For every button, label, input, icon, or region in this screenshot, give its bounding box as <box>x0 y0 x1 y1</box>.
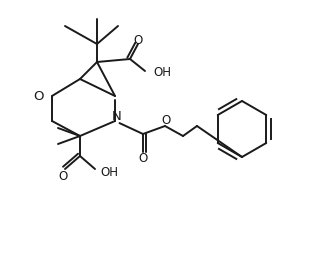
Text: OH: OH <box>153 65 171 78</box>
Text: O: O <box>133 33 143 46</box>
Text: O: O <box>138 151 148 164</box>
Text: O: O <box>33 90 44 103</box>
Text: OH: OH <box>100 166 118 179</box>
Text: O: O <box>58 169 68 182</box>
Text: O: O <box>161 114 171 127</box>
Text: N: N <box>112 110 122 123</box>
